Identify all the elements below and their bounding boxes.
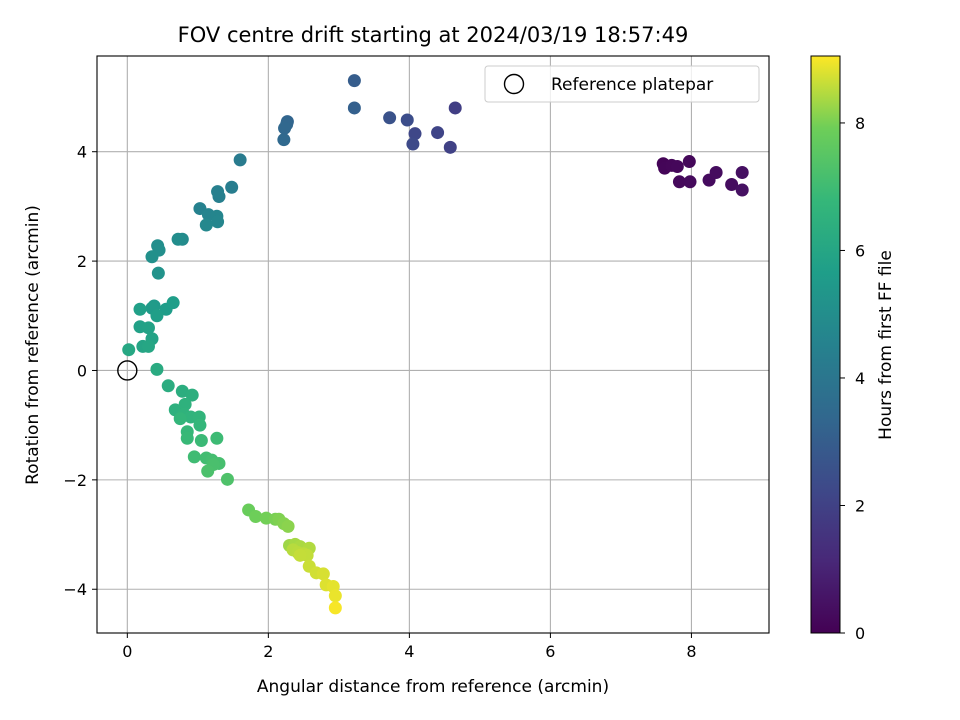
- data-point: [199, 218, 213, 232]
- data-point: [171, 232, 185, 246]
- data-point: [672, 175, 686, 189]
- colorbar-tick-label: 8: [855, 114, 865, 133]
- gridlines: [97, 56, 769, 633]
- data-point: [406, 137, 420, 151]
- colorbar-tick-label: 0: [855, 624, 865, 643]
- data-point: [193, 418, 207, 432]
- data-point: [400, 113, 414, 127]
- y-tick-label: 0: [77, 361, 87, 380]
- x-axis-ticks: 0 2 4 6 8: [122, 633, 697, 661]
- data-point: [151, 266, 165, 280]
- data-point: [328, 589, 342, 603]
- data-point: [383, 111, 397, 125]
- colorbar: [810, 55, 841, 634]
- data-point: [161, 379, 175, 393]
- data-point: [145, 250, 159, 264]
- legend: Reference platepar: [484, 65, 760, 103]
- y-axis-ticks: −4 −2 0 2 4: [63, 143, 97, 599]
- data-point: [709, 165, 723, 179]
- data-point: [122, 343, 136, 357]
- data-point: [735, 165, 749, 179]
- data-point: [682, 155, 696, 169]
- data-point: [194, 433, 208, 447]
- data-point: [210, 431, 224, 445]
- x-tick-label: 6: [545, 642, 555, 661]
- data-point: [166, 296, 180, 310]
- data-point: [347, 101, 361, 115]
- y-axis-label: Rotation from reference (arcmin): [23, 205, 43, 485]
- data-point: [281, 519, 295, 533]
- data-point: [278, 121, 292, 135]
- x-tick-label: 4: [404, 642, 414, 661]
- data-point: [220, 472, 234, 486]
- legend-marker: [503, 73, 525, 95]
- y-tick-label: −2: [63, 471, 87, 490]
- data-point: [431, 126, 445, 140]
- colorbar-tick-label: 6: [855, 241, 865, 260]
- y-tick-label: 4: [77, 143, 87, 162]
- data-point: [408, 127, 422, 141]
- y-tick-label: 2: [77, 252, 87, 271]
- data-point: [187, 450, 201, 464]
- x-axis-label: Angular distance from reference (arcmin): [257, 677, 609, 697]
- data-point: [683, 175, 697, 189]
- data-point: [233, 153, 247, 167]
- data-point: [141, 339, 155, 353]
- data-point: [443, 140, 457, 154]
- data-point: [211, 215, 225, 229]
- data-point: [211, 185, 225, 199]
- data-point: [347, 74, 361, 88]
- legend-box: [484, 65, 760, 103]
- data-point: [670, 159, 684, 173]
- colorbar-tick-label: 2: [855, 496, 865, 515]
- data-point: [175, 384, 189, 398]
- legend-entry-reference-platepar: Reference platepar: [551, 75, 713, 95]
- data-point: [150, 309, 164, 323]
- data-point: [150, 362, 164, 376]
- chart-title: FOV centre drift starting at 2024/03/19 …: [178, 23, 689, 47]
- data-point: [735, 183, 749, 197]
- data-point: [316, 567, 330, 581]
- data-point: [293, 548, 307, 562]
- colorbar-ticks: 0 2 4 6 8: [840, 114, 865, 643]
- data-points: [122, 74, 749, 615]
- data-point: [173, 412, 187, 426]
- data-point: [141, 321, 155, 335]
- reference-marker: [117, 360, 138, 381]
- y-tick-label: −4: [63, 580, 87, 599]
- data-point: [178, 397, 192, 411]
- x-tick-label: 2: [263, 642, 273, 661]
- plot-frame: [96, 55, 770, 634]
- colorbar-label: Hours from first FF file: [876, 250, 896, 440]
- data-point: [201, 464, 215, 478]
- data-point: [133, 302, 147, 316]
- colorbar-tick-label: 4: [855, 369, 865, 388]
- data-point: [725, 178, 739, 192]
- data-point: [277, 133, 291, 147]
- x-tick-label: 8: [686, 642, 696, 661]
- data-point: [185, 388, 199, 402]
- data-point: [180, 431, 194, 445]
- data-point: [249, 510, 263, 524]
- data-point: [448, 101, 462, 115]
- data-point: [328, 601, 342, 615]
- reference-platepar-point: [117, 360, 138, 381]
- data-point: [225, 180, 239, 194]
- x-tick-label: 0: [122, 642, 132, 661]
